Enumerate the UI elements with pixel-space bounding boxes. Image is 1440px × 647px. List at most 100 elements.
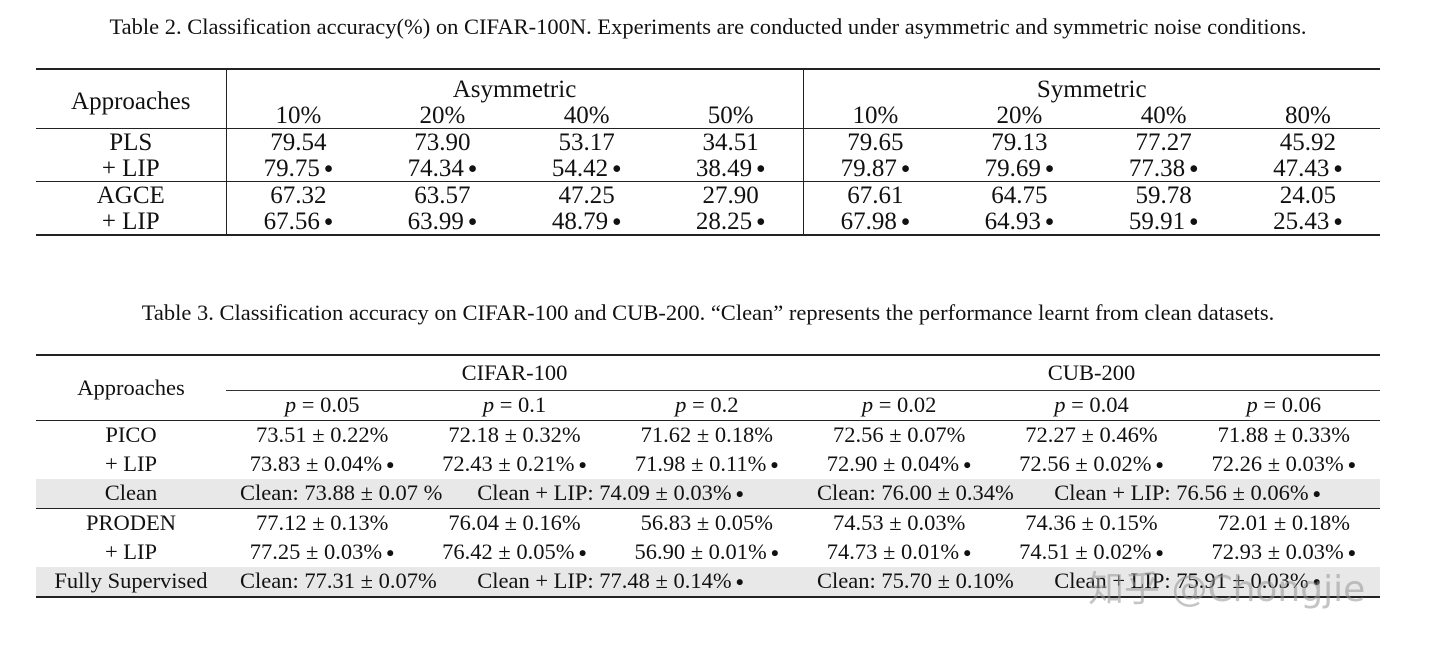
table3: Approaches CIFAR-100 CUB-200 p = 0.05 p =… [36,354,1380,598]
value-text: 72.01 ± 0.18% [1217,510,1350,536]
approach-name: Fully Supervised [36,567,226,598]
value-text: 71.62 ± 0.18% [640,422,773,448]
value-cell: 34.51 [658,128,803,155]
col-header: 20% [419,101,466,129]
value-cell: 45.92 [1235,128,1380,156]
value-text: 63.57 [414,181,471,209]
value-text: 72.56 ± 0.07% [832,422,966,448]
approach-name: + LIP [104,539,158,565]
table-row: + LIP 67.56 ● 63.99 ● 48.79 ● 28.25 ● 67.98 ● 64.93… [36,207,1380,236]
table-row: PLS 79.54 73.90 53.17 34.51 79.65 79.13 77.27 45… [36,128,1380,156]
marker-dot: ● [467,213,478,231]
col-header: 20% [996,101,1043,129]
value-text: 67.98 [840,207,897,235]
table-row: + LIP 77.25 ± 0.03% ● 76.42 ± 0.05% ● 56.90 ±… [36,538,1380,567]
value-text: 72.90 ± 0.04% [826,451,960,477]
value-text: 38.49 [695,154,753,182]
value-text: 74.36 ± 0.15% [1025,510,1158,536]
value-cell: 24.05 [1235,181,1380,208]
value-cell: 74.51 ± 0.02% ● [995,538,1187,567]
clean-lip-value: Clean + LIP: 75.91 ± 0.03% ● [995,567,1380,598]
value-cell: 72.01 ± 0.18% [1187,508,1380,538]
p-value: = 0.04 [1071,392,1129,418]
value-cell: 63.57 [370,181,515,209]
value-cell: 72.43 ± 0.21% ● [418,450,610,479]
value-text: 53.17 [558,128,615,156]
table-row: + LIP 79.75 ● 74.34 ● 54.42 ● 38.49 ● 79.87 ● 79.69… [36,155,1380,182]
cub-header: CUB-200 [1047,359,1136,385]
marker-dot: ● [900,160,911,178]
value-text: 76.04 ± 0.16% [448,510,581,536]
value-text: 79.87 [840,154,897,182]
value-text: 63.99 [407,207,464,235]
value-text: 64.93 [984,207,1041,235]
marker-dot: ● [612,213,622,231]
approaches-header: Approaches [71,87,191,115]
value-text: 72.93 ± 0.03% [1211,539,1344,565]
clean-lip-value: Clean + LIP: 77.48 ± 0.14% ● [418,567,803,598]
value-text: 59.78 [1135,181,1192,209]
p-value: = 0.2 [692,392,739,418]
value-cell: 59.91 ● [1091,207,1236,236]
approach-name: Clean [36,479,226,509]
approach-name: + LIP [104,451,158,477]
value-cell: 48.79 ● [514,207,659,236]
approaches-header: Approaches [77,374,185,400]
clean-lip-value: Clean + LIP: 76.56 ± 0.06% ● [995,479,1380,509]
value-cell: 67.32 [225,181,371,208]
cifar-header: CIFAR-100 [461,359,568,385]
marker-dot: ● [386,458,395,474]
value-text: 74.53 ± 0.03% [832,510,966,536]
value-text: 25.43 [1273,207,1330,235]
value-cell: 74.73 ± 0.01% ● [803,538,995,567]
p-variable: p [284,392,297,418]
value-cell: 72.56 ± 0.07% [802,420,996,450]
p-value: = 0.05 [301,392,360,418]
clean-lip-value: Clean + LIP: 74.09 ± 0.03% ● [418,479,803,509]
value-text: Clean + LIP: 74.09 ± 0.03% [477,480,732,506]
p-variable: p [1054,392,1066,418]
value-cell: 28.25 ● [658,208,803,236]
value-cell: 47.43 ● [1236,155,1380,182]
col-header: 80% [1284,101,1331,129]
clean-value: Clean: 73.88 ± 0.07 % [226,479,442,509]
clean-value: Clean: 76.00 ± 0.34% [802,479,1014,509]
value-text: 77.25 ± 0.03% [249,539,383,565]
value-cell: 38.49 ● [659,155,803,182]
value-text: 79.69 [984,154,1041,182]
value-text: 45.92 [1279,128,1336,156]
value-text: 59.91 [1128,207,1186,235]
table2: Approaches Asymmetric Symmetric 10% 20% … [36,68,1380,236]
table-row: PRODEN 77.12 ± 0.13% 76.04 ± 0.16% 56.83 ± … [36,508,1380,538]
value-text: 74.34 [407,154,464,182]
value-text: 67.61 [847,181,904,209]
marker-dot: ● [756,213,766,231]
approach-name: + LIP [101,154,160,182]
p-variable: p [675,392,687,418]
col-header: 10% [225,102,371,129]
value-cell: 79.13 [947,128,1092,155]
value-cell: 47.25 [514,181,659,208]
p-header: p = 0.2 [610,390,803,421]
table3-caption: Table 3. Classification accuracy on CIFA… [141,300,1275,325]
value-cell: 77.27 [1091,128,1236,155]
marker-dot: ● [1347,546,1357,562]
marker-dot: ● [1155,546,1164,562]
marker-dot: ● [900,213,911,231]
clean-row: Fully Supervised Clean: 77.31 ± 0.07% Clea… [36,567,1380,598]
marker-dot: ● [1347,458,1357,474]
value-text: 74.73 ± 0.01% [826,539,960,565]
marker-dot: ● [1189,213,1199,231]
value-cell: 67.56 ● [225,208,371,236]
value-text: Clean + LIP: 77.48 ± 0.14% [477,568,732,594]
marker-dot: ● [756,160,766,178]
value-cell: 79.54 [225,128,371,155]
table3-body: PICO 73.51 ± 0.22% 72.18 ± 0.32% 71.62 ± 0.… [36,420,1380,598]
value-text: 71.88 ± 0.33% [1217,422,1350,448]
value-text: 48.79 [551,207,609,235]
marker-dot: ● [735,575,745,591]
value-cell: 77.12 ± 0.13% [226,508,419,538]
value-cell: 71.62 ± 0.18% [610,420,803,450]
table2-body: PLS 79.54 73.90 53.17 34.51 79.65 79.13 77.27 45… [36,128,1380,236]
value-cell: 76.42 ± 0.05% ● [418,538,610,567]
